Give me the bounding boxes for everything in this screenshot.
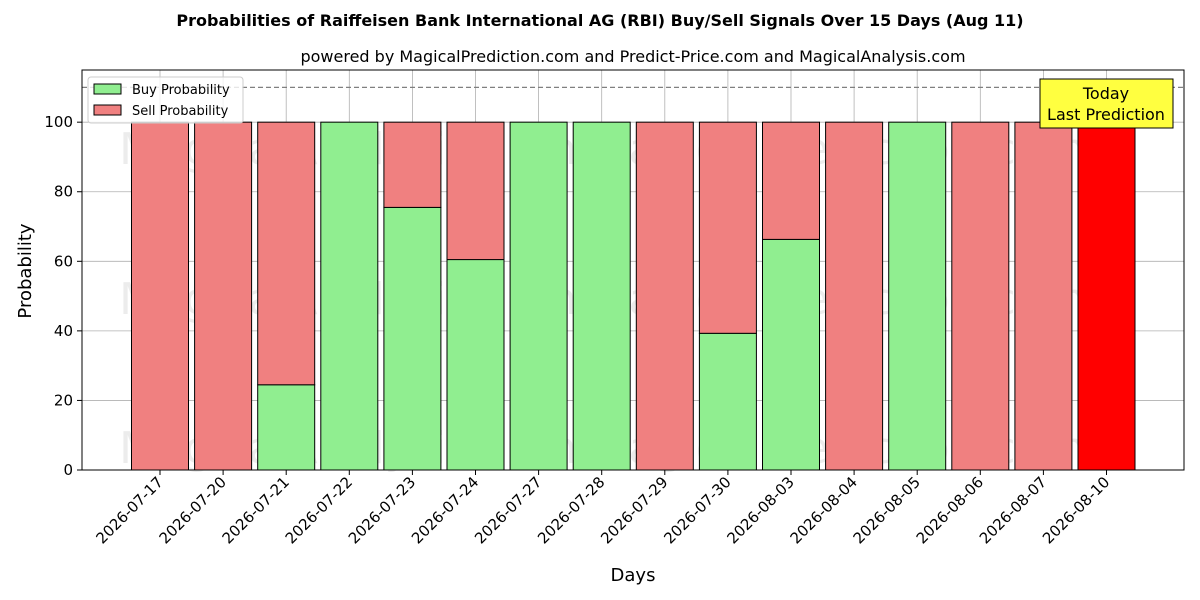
bar-sell bbox=[257, 121, 316, 386]
bar-sell bbox=[131, 121, 189, 471]
x-axis-ticks: 2026-07-172026-07-202026-07-212026-07-22… bbox=[92, 470, 1113, 547]
legend-swatch bbox=[93, 83, 122, 95]
bar-sell bbox=[1014, 121, 1073, 471]
x-tick-label: 2026-07-24 bbox=[408, 473, 482, 547]
bar-buy bbox=[320, 121, 379, 471]
x-tick-label: 2026-08-05 bbox=[850, 473, 924, 547]
bar-buy bbox=[383, 206, 442, 471]
bar-buy bbox=[888, 121, 947, 471]
bar-buy bbox=[446, 259, 505, 471]
y-tick-label: 20 bbox=[54, 391, 73, 409]
x-tick-label: 2026-08-07 bbox=[976, 473, 1050, 547]
x-tick-label: 2026-07-17 bbox=[92, 473, 166, 547]
bar-sell bbox=[194, 121, 253, 471]
y-tick-label: 100 bbox=[44, 113, 73, 131]
x-tick-label: 2026-07-21 bbox=[219, 473, 293, 547]
bar-buy bbox=[698, 332, 757, 471]
bars bbox=[131, 121, 1136, 471]
bar-buy bbox=[762, 238, 820, 471]
legend-label: Sell Probability bbox=[132, 104, 229, 119]
x-tick-label: 2026-08-06 bbox=[913, 473, 987, 547]
legend: Buy Probability Sell Probability bbox=[87, 76, 244, 124]
bar-sell bbox=[1077, 121, 1136, 471]
annotation-text: Today bbox=[1082, 84, 1129, 103]
bar-sell bbox=[825, 121, 884, 471]
bar-sell bbox=[698, 121, 757, 334]
x-tick-label: 2026-07-22 bbox=[282, 473, 356, 547]
x-tick-label: 2026-07-29 bbox=[597, 473, 671, 547]
bar-buy bbox=[509, 121, 568, 471]
plot-area: MagicalAnalysis.comMagicalPrediction.com… bbox=[81, 69, 1185, 474]
y-tick-label: 80 bbox=[54, 183, 73, 201]
legend-label: Buy Probability bbox=[132, 83, 230, 98]
bar-sell bbox=[383, 121, 442, 208]
bar-sell bbox=[446, 121, 505, 261]
y-tick-label: 60 bbox=[54, 252, 73, 270]
bar-sell bbox=[762, 121, 820, 240]
x-tick-label: 2026-07-20 bbox=[156, 473, 230, 547]
legend-box bbox=[87, 76, 244, 124]
today-annotation: Today Last Prediction bbox=[1039, 78, 1174, 129]
bar-sell bbox=[635, 121, 694, 471]
bar-sell bbox=[951, 121, 1010, 471]
x-tick-label: 2026-08-03 bbox=[723, 473, 797, 547]
annotation-text: Last Prediction bbox=[1047, 105, 1165, 124]
x-tick-label: 2026-07-28 bbox=[534, 473, 608, 547]
bar-buy bbox=[572, 121, 631, 471]
x-axis-label: Days bbox=[611, 565, 656, 586]
x-tick-label: 2026-07-30 bbox=[660, 473, 734, 547]
chart-title: Probabilities of Raiffeisen Bank Interna… bbox=[176, 11, 1023, 30]
y-tick-label: 0 bbox=[63, 461, 73, 479]
x-tick-label: 2026-08-04 bbox=[787, 473, 861, 547]
x-tick-label: 2026-07-27 bbox=[471, 473, 545, 547]
y-axis-label: Probability bbox=[15, 223, 36, 318]
y-axis-ticks: 0 20 40 60 80 100 bbox=[44, 113, 82, 479]
y-tick-label: 40 bbox=[54, 322, 73, 340]
x-tick-label: 2026-08-10 bbox=[1039, 473, 1113, 547]
chart-subtitle: powered by MagicalPrediction.com and Pre… bbox=[300, 47, 965, 66]
bar-buy bbox=[257, 384, 316, 471]
x-tick-label: 2026-07-23 bbox=[345, 473, 419, 547]
annotation-box bbox=[1039, 78, 1174, 129]
plot-frame bbox=[81, 69, 1185, 471]
legend-swatch bbox=[93, 104, 122, 116]
